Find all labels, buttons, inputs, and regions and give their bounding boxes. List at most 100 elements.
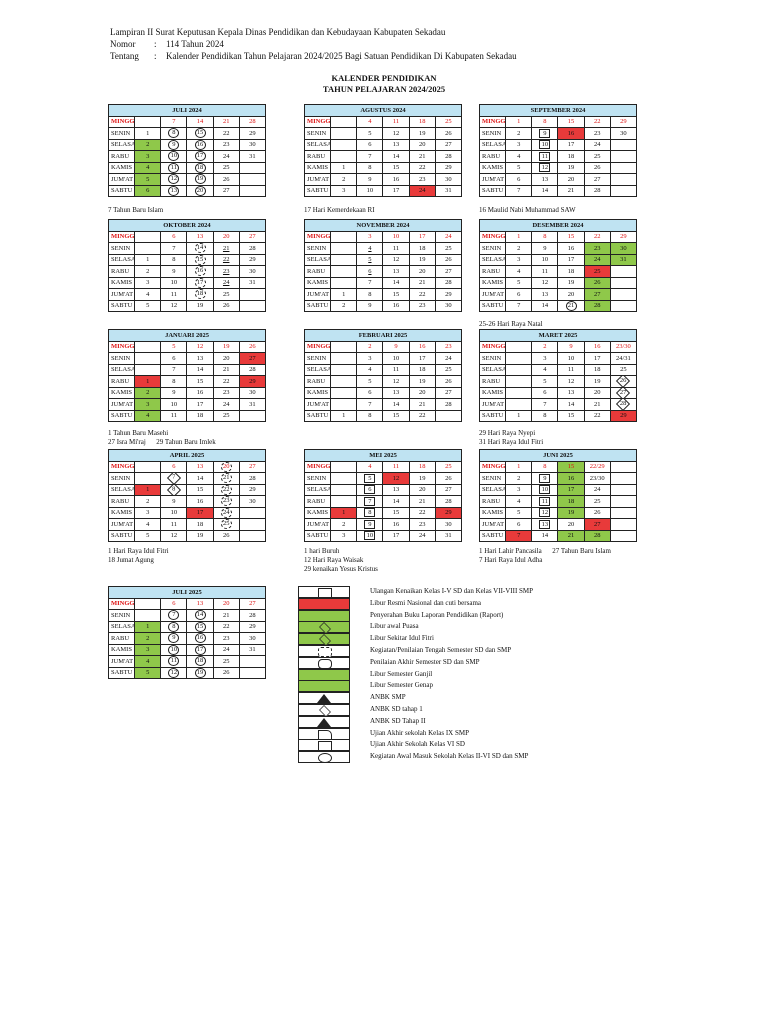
triangle-icon bbox=[298, 715, 350, 728]
date-cell: 25 bbox=[434, 363, 463, 376]
date-cell: 23/30 bbox=[583, 472, 611, 485]
date-cell: 13 bbox=[186, 460, 214, 473]
date-cell: 2 bbox=[505, 472, 533, 485]
date-cell: 26 bbox=[609, 375, 638, 388]
tentang-colon: : bbox=[154, 51, 157, 61]
circled-date: 21 bbox=[565, 300, 577, 311]
date-cell: 18 bbox=[186, 518, 214, 531]
date-cell: 18 bbox=[408, 242, 436, 255]
date-cell: 27 bbox=[609, 386, 638, 399]
weekday-label: JUM'AT bbox=[303, 398, 332, 411]
weekday-label: JUM'AT bbox=[303, 518, 332, 531]
date-cell: 25 bbox=[583, 150, 611, 163]
date-cell: 25 bbox=[212, 518, 240, 531]
circled-date: 14 bbox=[194, 610, 206, 621]
date-cell: 16 bbox=[557, 127, 585, 140]
weekday-label: MINGGU bbox=[107, 230, 136, 243]
date-cell: 17 bbox=[583, 352, 611, 365]
date-cell: 4 bbox=[505, 150, 533, 163]
date-cell: 31 bbox=[609, 253, 638, 266]
date-cell: 23 bbox=[583, 127, 611, 140]
date-cell: 22 bbox=[212, 483, 240, 496]
date-cell: 21 bbox=[212, 472, 240, 485]
date-cell: 25 bbox=[434, 460, 463, 473]
weekday-label: KAMIS bbox=[303, 506, 332, 519]
date-cell: 28 bbox=[434, 276, 463, 289]
date-cell bbox=[330, 398, 358, 411]
weekday-label: KAMIS bbox=[303, 161, 332, 174]
date-cell: 1 bbox=[134, 620, 162, 633]
date-cell bbox=[134, 363, 162, 376]
date-cell: 7 bbox=[160, 242, 188, 255]
date-cell: 20 bbox=[557, 173, 585, 186]
legend-label: Libur Sekitar Idul Fitri bbox=[370, 634, 434, 643]
circled-date: 17 bbox=[194, 644, 206, 655]
octagon-date: 24 bbox=[220, 507, 232, 518]
month-nov24: NOVEMBER 2024MINGGU3101724SENIN4111825SE… bbox=[303, 219, 463, 312]
date-cell: 26 bbox=[434, 253, 463, 266]
date-cell: 31 bbox=[238, 150, 267, 163]
boxed-date: 11 bbox=[539, 151, 551, 161]
date-cell: 14 bbox=[186, 242, 214, 255]
date-cell: 29 bbox=[434, 506, 463, 519]
date-cell bbox=[238, 161, 267, 174]
legend-item: Libur Resmi Nasional dan cuti bersama bbox=[298, 597, 638, 610]
date-cell: 1 bbox=[330, 409, 358, 422]
date-cell: 26 bbox=[583, 506, 611, 519]
date-cell: 19 bbox=[186, 666, 214, 679]
date-cell: 14 bbox=[531, 529, 559, 542]
date-cell bbox=[505, 398, 533, 411]
date-cell: 13 bbox=[531, 288, 559, 301]
weekday-label: SENIN bbox=[303, 242, 332, 255]
circled-date: 15 bbox=[194, 621, 206, 632]
date-cell: 25 bbox=[434, 115, 463, 128]
weekday-label: SENIN bbox=[478, 127, 507, 140]
boxed-date: 12 bbox=[539, 163, 551, 173]
date-cell: 6 bbox=[160, 597, 188, 610]
date-cell: 30 bbox=[609, 127, 638, 140]
date-cell: 24 bbox=[212, 276, 240, 289]
date-cell: 27 bbox=[238, 460, 267, 473]
weekday-label: SABTU bbox=[478, 529, 507, 542]
date-cell: 19 bbox=[408, 375, 436, 388]
date-cell bbox=[134, 230, 162, 243]
date-cell: 30 bbox=[238, 386, 267, 399]
weekday-label: MINGGU bbox=[303, 230, 332, 243]
date-cell: 20 bbox=[408, 138, 436, 151]
date-cell: 16 bbox=[557, 242, 585, 255]
date-cell: 29 bbox=[609, 409, 638, 422]
date-cell bbox=[609, 483, 638, 496]
weekday-label: RABU bbox=[303, 265, 332, 278]
month-jul25: JULI 2025MINGGU6132027SENIN7142128SELASA… bbox=[107, 586, 267, 679]
date-cell: 16 bbox=[557, 472, 585, 485]
diamond-date: 28 bbox=[616, 399, 631, 410]
date-cell: 22 bbox=[212, 375, 240, 388]
date-cell: 10 bbox=[531, 138, 559, 151]
month-title: JUNI 2025 bbox=[479, 449, 637, 462]
date-cell: 27 bbox=[238, 352, 267, 365]
boxed-date: 11 bbox=[539, 496, 551, 506]
date-cell: 26 bbox=[583, 276, 611, 289]
weekday-label: RABU bbox=[478, 495, 507, 508]
circled-date: 16 bbox=[194, 633, 206, 644]
date-cell: 7 bbox=[160, 609, 188, 622]
date-cell: 8 bbox=[531, 230, 559, 243]
boxed-date: 9 bbox=[539, 473, 551, 483]
date-cell bbox=[134, 609, 162, 622]
rect-icon bbox=[298, 739, 350, 752]
date-cell bbox=[330, 460, 358, 473]
date-cell: 4 bbox=[356, 115, 384, 128]
date-cell: 19 bbox=[557, 276, 585, 289]
date-cell: 17 bbox=[408, 352, 436, 365]
date-cell: 23/30 bbox=[609, 340, 638, 353]
header-line1: Lampiran II Surat Keputusan Kepala Dinas… bbox=[110, 27, 446, 37]
date-cell: 22 bbox=[583, 409, 611, 422]
date-cell: 18 bbox=[408, 115, 436, 128]
date-cell: 27 bbox=[212, 184, 240, 197]
date-cell: 21 bbox=[212, 609, 240, 622]
date-cell bbox=[134, 460, 162, 473]
legend-label: Ulangan Kenaikan Kelas I-V SD dan Kelas … bbox=[370, 587, 534, 595]
date-cell: 3 bbox=[330, 184, 358, 197]
date-cell: 2 bbox=[330, 173, 358, 186]
date-cell: 2 bbox=[330, 299, 358, 312]
